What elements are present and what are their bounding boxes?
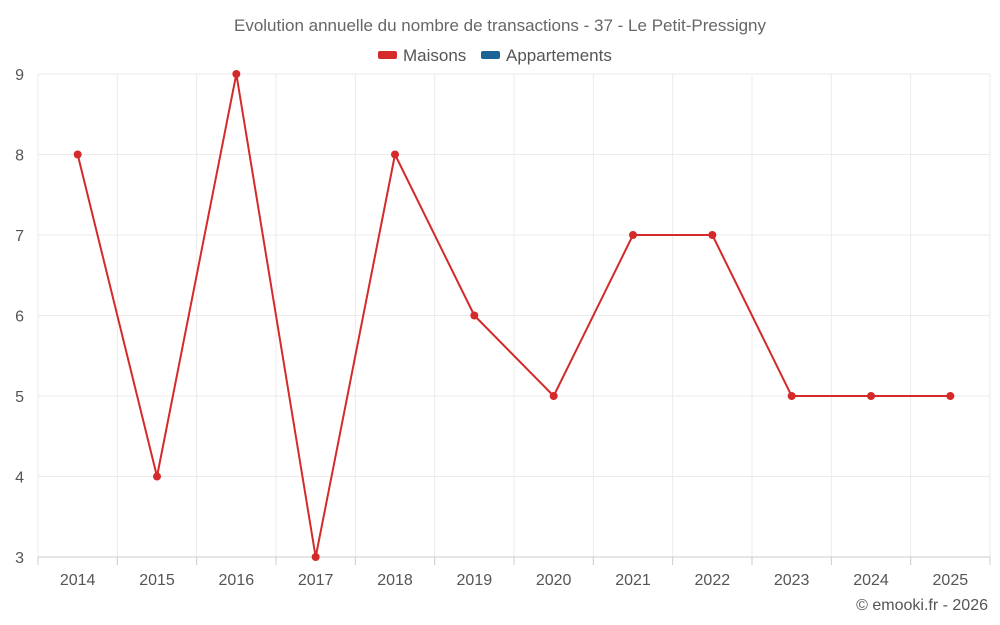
x-tick-label-2025: 2025 — [933, 572, 969, 589]
legend-label-appartements: Appartements — [506, 46, 612, 65]
y-tick-label-7: 7 — [15, 228, 24, 245]
data-point-2014[interactable] — [73, 150, 82, 159]
legend: Maisons Appartements — [378, 46, 612, 65]
data-point-2015[interactable] — [153, 472, 161, 481]
data-point-2024[interactable] — [867, 392, 875, 400]
credit-text: © emooki.fr - 2026 — [856, 597, 988, 614]
x-tick-label-2014: 2014 — [60, 572, 96, 589]
x-tick-label-2018: 2018 — [377, 572, 413, 589]
data-point-2022[interactable] — [708, 231, 717, 239]
chart-title: Evolution annuelle du nombre de transact… — [234, 16, 767, 35]
x-tick-label-2021: 2021 — [615, 572, 651, 589]
x-tick-label-2022: 2022 — [695, 572, 731, 589]
legend-item-appartements[interactable]: Appartements — [481, 46, 612, 65]
data-point-2025[interactable] — [946, 392, 955, 400]
data-point-2017[interactable] — [311, 553, 320, 561]
series-line-maisons — [76, 73, 951, 558]
x-tick-label-2020: 2020 — [536, 572, 572, 589]
data-point-2021[interactable] — [629, 231, 637, 239]
gridlines — [37, 73, 991, 557]
x-tick-label-2024: 2024 — [853, 572, 889, 589]
x-tick-label-2023: 2023 — [774, 572, 810, 589]
x-axis: 2014 2015 2016 2017 2018 2019 2020 2021 2022 2023… — [37, 556, 991, 589]
y-tick-label-8: 8 — [15, 148, 24, 165]
data-point-2020[interactable] — [549, 392, 558, 400]
legend-swatch-appartements — [481, 51, 500, 59]
legend-label-maisons: Maisons — [403, 46, 466, 65]
data-point-2016[interactable] — [232, 70, 241, 78]
y-tick-label-3: 3 — [15, 550, 24, 567]
data-point-2018[interactable] — [391, 150, 399, 159]
x-tick-label-2017: 2017 — [298, 572, 334, 589]
legend-swatch-maisons — [378, 51, 397, 59]
y-tick-label-5: 5 — [15, 389, 24, 406]
x-tick-label-2016: 2016 — [219, 572, 255, 589]
y-tick-label-9: 9 — [15, 67, 24, 84]
y-axis: 3 4 5 6 7 8 9 — [15, 67, 24, 567]
x-tick-label-2015: 2015 — [139, 572, 175, 589]
data-point-2019[interactable] — [470, 311, 479, 320]
x-tick-label-2019: 2019 — [457, 572, 493, 589]
y-tick-label-6: 6 — [15, 309, 24, 326]
series-maisons — [73, 70, 955, 561]
y-tick-label-4: 4 — [15, 470, 24, 487]
legend-item-maisons[interactable]: Maisons — [378, 46, 466, 65]
data-point-2023[interactable] — [787, 392, 796, 400]
